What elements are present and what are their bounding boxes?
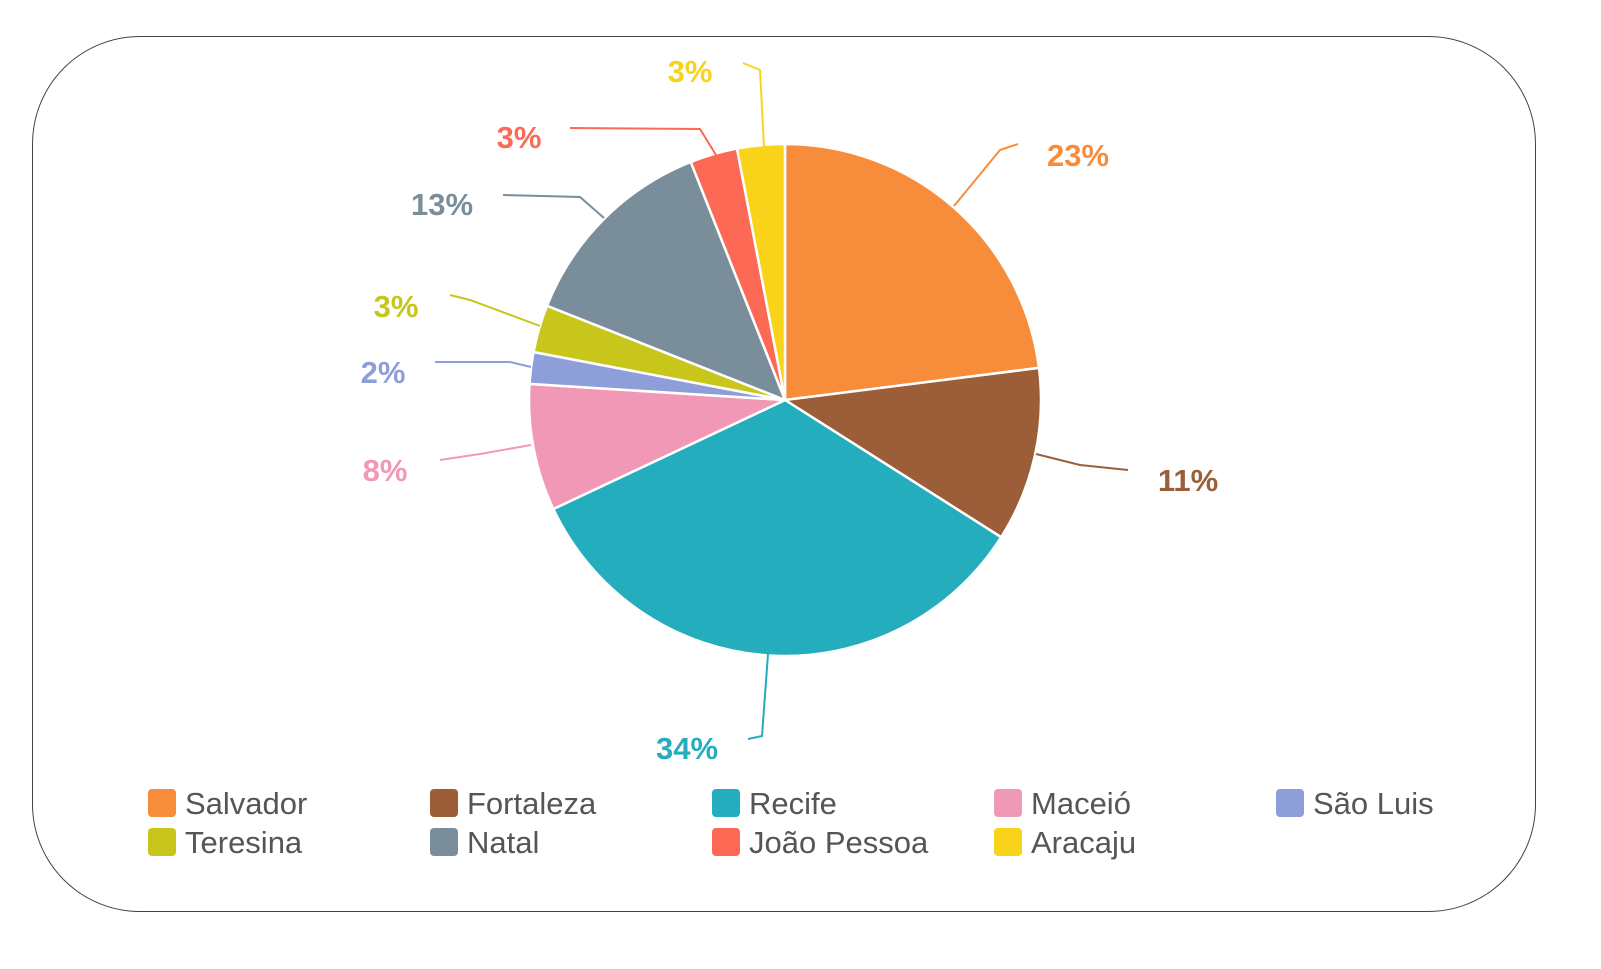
data-label: 3% — [374, 289, 419, 324]
leader-line — [953, 143, 1019, 207]
legend-swatch — [994, 828, 1022, 856]
leader-line — [1035, 453, 1129, 471]
data-label: 8% — [363, 453, 408, 488]
data-label: 3% — [668, 54, 713, 89]
leader-line — [502, 194, 605, 219]
legend: Salvador Fortaleza Recife Maceió São Luis Ter… — [148, 786, 1434, 860]
data-labels: 23% 11% 34% 8% 2% 3% 13% 3% 3% — [361, 54, 1219, 766]
legend-label: Recife — [749, 786, 837, 821]
pie-slices — [527, 142, 1043, 658]
leader-line — [449, 294, 541, 327]
pie-slice-natal — [545, 160, 788, 403]
legend-swatch — [1276, 789, 1304, 817]
pie-slice-salvador — [783, 142, 1041, 402]
legend-label: Maceió — [1031, 786, 1131, 821]
legend-label: Teresina — [185, 825, 303, 860]
data-label: 3% — [497, 120, 542, 155]
pie-slice-fortaleza — [781, 366, 1043, 539]
legend-swatch — [430, 789, 458, 817]
data-label: 11% — [1158, 463, 1218, 498]
leader-line — [742, 62, 765, 148]
legend-swatch — [148, 828, 176, 856]
leader-lines — [435, 62, 1129, 740]
data-label: 2% — [361, 355, 406, 390]
data-label: 23% — [1047, 138, 1109, 173]
data-label: 13% — [411, 187, 473, 222]
pie-slice-aracaju — [735, 142, 787, 401]
legend-label: Natal — [467, 825, 539, 860]
leader-line — [439, 444, 532, 461]
legend-swatch — [994, 789, 1022, 817]
legend-label: Fortaleza — [467, 786, 597, 821]
legend-swatch — [430, 828, 458, 856]
leader-line — [747, 653, 769, 740]
data-label: 34% — [656, 731, 718, 766]
leader-line — [435, 361, 532, 368]
legend-label: Salvador — [185, 786, 307, 821]
legend-label: Aracaju — [1031, 825, 1136, 860]
legend-label: João Pessoa — [749, 825, 929, 860]
legend-swatch — [712, 828, 740, 856]
legend-label: São Luis — [1313, 786, 1434, 821]
pie-slice-macei- — [527, 382, 786, 511]
leader-line — [569, 127, 717, 156]
legend-swatch — [712, 789, 740, 817]
legend-swatch — [148, 789, 176, 817]
pie-slice-recife — [551, 398, 1003, 658]
